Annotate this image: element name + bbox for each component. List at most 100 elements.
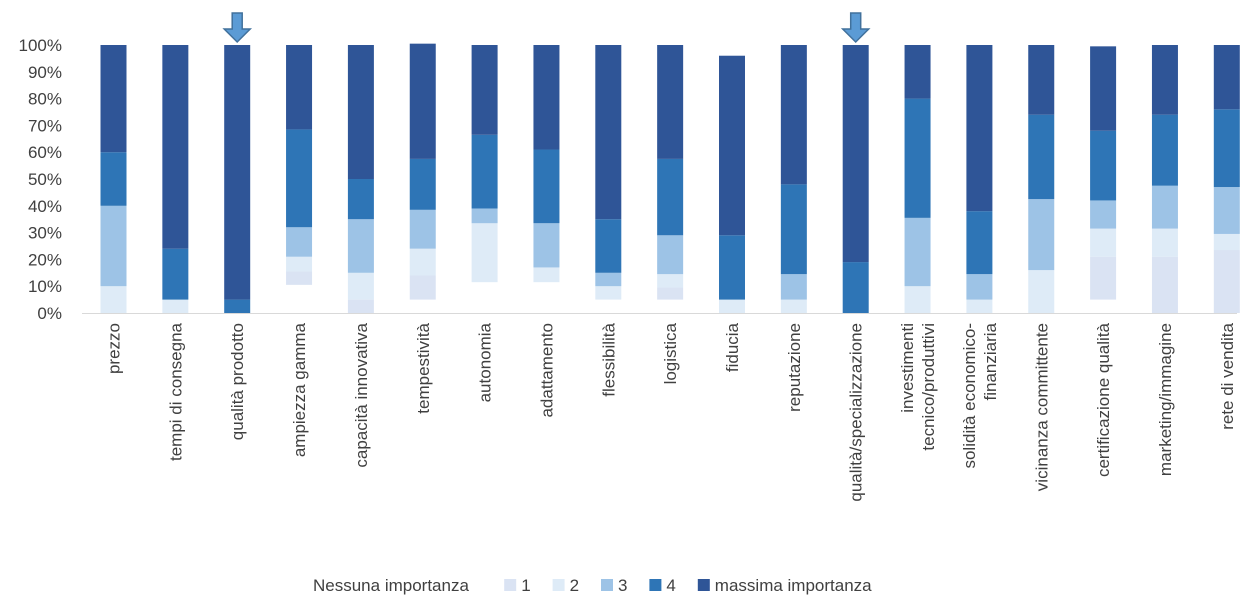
legend-swatch-1 <box>504 579 517 591</box>
y-tick-label: 20% <box>28 250 62 269</box>
legend-swatch-massima-importanza <box>697 579 710 591</box>
bar-segment-3 <box>1213 187 1240 234</box>
bar-segment-1 <box>1090 256 1117 300</box>
bar-segment-3 <box>966 274 993 300</box>
bar-segment-3 <box>1151 185 1178 229</box>
category-label-fiducia: fiducia <box>723 322 742 372</box>
bar-segment-2 <box>1213 233 1240 251</box>
bar-group-qualita-prodotto <box>224 45 251 313</box>
bar-segment-massima-importanza <box>1213 45 1240 110</box>
category-label-logistica: logistica <box>661 322 680 384</box>
bar-segment-4 <box>286 129 313 228</box>
category-label-investimenti-tecnico-produttivi: tecnico/produttivi <box>919 323 938 451</box>
bar-group-reputazione <box>780 45 807 313</box>
legend-label-massima-importanza: massima importanza <box>715 576 872 595</box>
bar-group-solidita-economico-finanziaria <box>966 45 993 313</box>
bar-segment-4 <box>657 158 684 236</box>
bar-group-adattamento <box>533 45 560 313</box>
bar-group-ampiezza-gamma <box>286 45 313 313</box>
bar-segment-3 <box>100 205 127 287</box>
y-tick-label: 80% <box>28 90 62 109</box>
category-label-vicinanza-committente: vicinanza committente <box>1032 323 1051 491</box>
bar-group-vicinanza-committente <box>1028 45 1055 313</box>
bar-segment-3 <box>286 227 313 257</box>
bar-segment-3 <box>780 274 807 300</box>
bar-segment-2 <box>286 256 313 272</box>
bar-group-flessibilita <box>595 45 622 313</box>
bar-segment-4 <box>409 158 436 210</box>
bar-segment-2 <box>904 286 931 313</box>
bar-segment-2 <box>533 267 560 283</box>
bar-segment-2 <box>657 274 684 288</box>
category-label-capacita-innovativa: capacità innovativa <box>352 322 371 467</box>
bar-group-investimenti-tecnico-produttivi <box>904 45 931 313</box>
bar-segment-2 <box>595 286 622 300</box>
y-tick-label: 10% <box>28 277 62 296</box>
category-label-qualita-specializzazione: qualità/specializzazione <box>847 323 866 502</box>
bar-group-logistica <box>657 45 684 313</box>
bar-segment-massima-importanza <box>595 45 622 220</box>
bar-segment-massima-importanza <box>1151 45 1178 115</box>
bar-segment-3 <box>1090 200 1117 229</box>
bar-segment-3 <box>595 272 622 287</box>
arrow-down-icon <box>222 12 253 44</box>
bar-group-marketing-immagine <box>1151 45 1178 313</box>
bar-segment-4 <box>100 152 127 206</box>
bar-segment-4 <box>224 299 251 313</box>
legend-label-4: 4 <box>666 576 675 595</box>
bar-group-tempi-di-consegna <box>162 45 189 313</box>
bar-group-rete-di-vendita <box>1213 45 1240 313</box>
y-tick-label: 40% <box>28 197 62 216</box>
bar-segment-massima-importanza <box>1028 45 1055 115</box>
bar-group-prezzo <box>100 45 127 313</box>
bar-segment-2 <box>1028 270 1055 313</box>
bar-segment-4 <box>1151 114 1178 186</box>
legend-label-nessuna-importanza: Nessuna importanza <box>313 576 469 595</box>
bar-segment-massima-importanza <box>1090 46 1117 131</box>
bar-segment-1 <box>1213 250 1240 313</box>
bar-segment-massima-importanza <box>224 45 251 300</box>
bar-segment-3 <box>471 208 498 224</box>
bar-segment-4 <box>780 184 807 275</box>
bar-segment-4 <box>162 248 189 300</box>
bar-segment-4 <box>1213 109 1240 188</box>
bar-segment-3 <box>409 209 436 249</box>
bar-segment-2 <box>100 286 127 313</box>
bar-segment-2 <box>966 299 993 313</box>
bar-segment-massima-importanza <box>719 55 745 236</box>
bar-segment-nessuna-importanza <box>1090 299 1117 313</box>
bar-segment-massima-importanza <box>162 45 189 249</box>
bar-segment-4 <box>842 262 869 313</box>
bar-segment-4 <box>1090 130 1117 201</box>
y-tick-label: 50% <box>28 170 62 189</box>
bar-segment-2 <box>719 299 745 313</box>
category-label-solidita-economico-finanziaria: finanziaria <box>981 322 1000 400</box>
y-tick-label: 90% <box>28 63 62 82</box>
bar-segment-3 <box>1028 199 1055 271</box>
bar-segment-4 <box>471 134 498 209</box>
category-label-marketing-immagine: marketing/immagine <box>1156 323 1175 476</box>
bar-segment-massima-importanza <box>780 45 807 185</box>
bar-segment-massima-importanza <box>100 45 127 153</box>
category-label-certificazione-qualita: certificazione qualità <box>1094 322 1113 477</box>
category-labels: prezzo tempi di consegna qualità prodotto a… <box>105 322 1237 501</box>
bar-segment-2 <box>162 299 189 313</box>
bar-group-fiducia <box>719 55 745 313</box>
bar-segment-1 <box>657 287 684 300</box>
legend: Nessuna importanza 1 2 3 4 massima importanza <box>313 576 872 595</box>
bar-segment-nessuna-importanza <box>471 282 498 313</box>
bar-segment-4 <box>347 179 374 220</box>
bar-segment-3 <box>347 219 374 273</box>
bar-segment-1 <box>1151 256 1178 313</box>
y-axis-ticks: 0% 10% 20% 30% 40% 50% 60% 70% 80% 90% 100% <box>19 36 62 323</box>
bar-group-capacita-innovativa <box>347 45 374 313</box>
legend-label-1: 1 <box>521 576 530 595</box>
bar-segment-3 <box>657 235 684 275</box>
bar-segment-massima-importanza <box>657 45 684 159</box>
bar-group-tempestivita <box>409 43 436 313</box>
category-label-tempestivita: tempestività <box>414 322 433 413</box>
bar-segment-4 <box>533 149 560 224</box>
category-label-reputazione: reputazione <box>785 323 804 412</box>
category-label-investimenti-tecnico-produttivi: investimenti <box>898 323 917 413</box>
bar-segment-2 <box>409 248 436 276</box>
